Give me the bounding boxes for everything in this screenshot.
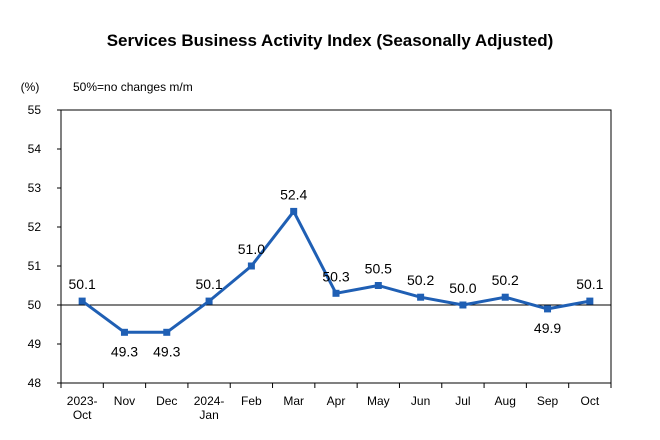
data-point — [501, 293, 509, 301]
data-point — [163, 328, 171, 336]
y-tick-label: 51 — [28, 259, 42, 273]
data-point — [586, 297, 594, 305]
x-tick-label: Jul — [455, 394, 470, 408]
data-label: 50.3 — [322, 268, 349, 284]
x-tick-label: Apr — [327, 394, 346, 408]
x-tick-label: Feb — [241, 394, 262, 408]
chart-note: 50%=no changes m/m — [73, 80, 193, 94]
data-point — [290, 207, 298, 215]
x-tick-label: Oct — [581, 394, 600, 408]
data-point — [544, 305, 552, 313]
plot-area-frame — [60, 109, 612, 384]
y-tick-label: 49 — [28, 337, 42, 351]
data-label: 49.3 — [111, 343, 138, 359]
data-point — [247, 262, 255, 270]
data-point — [78, 297, 86, 305]
x-tick-label: Dec — [156, 394, 177, 408]
x-tick-label: Sep — [537, 394, 559, 408]
data-label: 49.9 — [534, 320, 561, 336]
chart-title: Services Business Activity Index (Season… — [106, 31, 554, 50]
data-point — [205, 297, 213, 305]
y-tick-label: 53 — [28, 181, 42, 195]
y-tick-label: 54 — [28, 142, 42, 156]
data-label: 50.2 — [492, 272, 519, 288]
y-tick-label: 48 — [28, 376, 42, 390]
x-tick-label: Nov — [114, 394, 135, 408]
data-point — [459, 301, 467, 309]
data-point — [417, 293, 425, 301]
data-label: 50.1 — [576, 276, 603, 292]
x-tick-label: Mar — [283, 394, 304, 408]
data-point — [374, 282, 382, 289]
x-tick-label: May — [367, 394, 390, 408]
x-tick-label: Aug — [495, 394, 516, 408]
data-label: 51.0 — [238, 241, 265, 257]
data-label: 50.2 — [407, 272, 434, 288]
y-tick-label: 55 — [28, 103, 42, 117]
data-label: 49.3 — [153, 343, 180, 359]
data-point — [332, 289, 340, 297]
x-tick-label: 2024-Jan — [194, 394, 225, 422]
y-tick-label: 50 — [28, 298, 42, 312]
data-label: 52.4 — [280, 186, 307, 202]
y-tick-label: 52 — [28, 220, 42, 234]
data-point — [120, 328, 128, 336]
x-tick-label: 2023-Oct — [67, 394, 98, 422]
data-label: 50.1 — [69, 276, 96, 292]
data-label: 50.0 — [449, 280, 476, 296]
x-tick-label: Jun — [411, 394, 430, 408]
data-label: 50.1 — [195, 276, 222, 292]
y-unit-label: (%) — [21, 80, 40, 94]
data-label: 50.5 — [365, 261, 392, 277]
